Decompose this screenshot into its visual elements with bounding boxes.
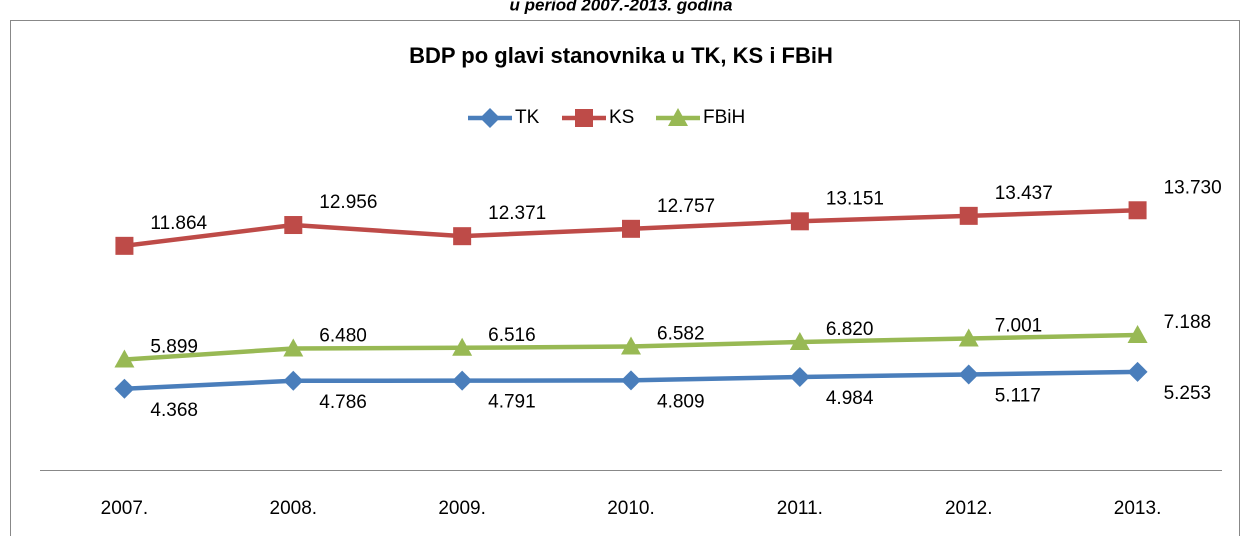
marker — [480, 108, 500, 128]
marker — [114, 349, 135, 368]
data-label: 5.899 — [150, 337, 198, 358]
marker — [959, 206, 978, 225]
data-label: 12.956 — [319, 192, 377, 213]
marker — [452, 370, 473, 391]
marker — [283, 338, 304, 357]
marker — [621, 336, 641, 355]
marker — [958, 364, 979, 385]
data-label: 6.480 — [319, 325, 367, 346]
legend-label: KS — [609, 107, 634, 128]
legend-label: TK — [515, 107, 540, 128]
chart-frame — [10, 20, 1240, 536]
x-tick-label: 2012. — [945, 498, 993, 519]
marker — [789, 366, 810, 387]
data-label: 5.117 — [995, 385, 1041, 406]
data-label: 6.516 — [488, 325, 536, 346]
marker — [668, 108, 688, 126]
data-label: 7.188 — [1164, 312, 1212, 333]
legend-label: FBiH — [703, 107, 745, 128]
marker — [1127, 324, 1148, 343]
data-label: 13.437 — [995, 183, 1053, 204]
data-label: 6.820 — [826, 319, 874, 340]
data-label: 4.809 — [657, 391, 705, 412]
x-tick-label: 2009. — [438, 498, 486, 519]
chart-caption: u period 2007.-2013. godina — [510, 0, 733, 14]
marker — [789, 331, 810, 350]
data-label: 13.730 — [1164, 177, 1222, 198]
data-label: 7.001 — [995, 316, 1043, 337]
marker — [115, 236, 134, 255]
marker — [283, 370, 304, 391]
marker — [452, 337, 473, 356]
data-label: 4.984 — [826, 388, 874, 409]
data-label: 6.582 — [657, 324, 705, 345]
marker — [958, 328, 979, 347]
data-label: 12.371 — [488, 203, 546, 224]
x-tick-label: 2013. — [1114, 498, 1162, 519]
data-label: 13.151 — [826, 188, 884, 209]
data-label: 12.757 — [657, 196, 715, 217]
data-label: 11.864 — [150, 213, 207, 234]
marker — [284, 216, 303, 235]
x-tick-label: 2011. — [777, 498, 823, 519]
marker — [621, 370, 641, 391]
marker — [1127, 361, 1148, 382]
x-tick-label: 2007. — [101, 498, 149, 519]
marker — [790, 212, 809, 231]
marker — [453, 227, 472, 246]
marker — [114, 378, 135, 399]
marker — [1128, 201, 1147, 220]
x-tick-label: 2008. — [270, 498, 318, 519]
x-tick-label: 2010. — [607, 498, 655, 519]
data-label: 4.786 — [319, 392, 367, 413]
data-label: 4.368 — [150, 400, 198, 421]
data-label: 5.253 — [1164, 383, 1212, 404]
marker — [622, 219, 640, 238]
marker — [575, 109, 593, 127]
chart-title: BDP po glavi stanovnika u TK, KS i FBiH — [409, 43, 833, 68]
data-label: 4.791 — [488, 392, 536, 413]
